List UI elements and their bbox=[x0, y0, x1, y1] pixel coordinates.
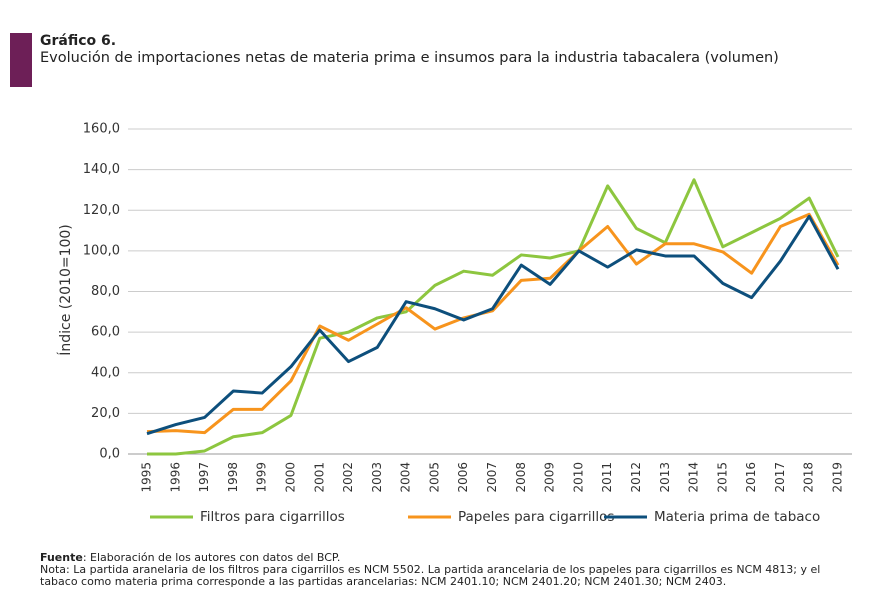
series-line bbox=[147, 178, 840, 456]
y-tick-label: 40,0 bbox=[91, 365, 120, 380]
x-tick-label: 1996 bbox=[168, 462, 182, 493]
x-tick-label: 2007 bbox=[485, 462, 499, 493]
x-tick-label: 2017 bbox=[773, 462, 787, 493]
source-label: Fuente bbox=[40, 551, 83, 564]
y-tick-label: 120,0 bbox=[83, 203, 120, 218]
x-tick-label: 2004 bbox=[399, 462, 413, 493]
x-tick-label: 1997 bbox=[197, 462, 211, 493]
x-tick-label: 2002 bbox=[341, 462, 355, 493]
x-tick-label: 1998 bbox=[226, 462, 240, 493]
x-tick-label: 2005 bbox=[427, 462, 441, 493]
y-tick-label: 20,0 bbox=[91, 406, 120, 421]
x-tick-label: 2014 bbox=[687, 462, 701, 493]
x-tick-label: 1995 bbox=[140, 462, 154, 493]
y-tick-label: 100,0 bbox=[83, 243, 120, 258]
y-tick-label: 140,0 bbox=[83, 162, 120, 177]
y-tick-label: 60,0 bbox=[91, 325, 120, 340]
x-tick-label: 2019 bbox=[831, 462, 845, 493]
x-tick-label: 2003 bbox=[370, 462, 384, 493]
series-line bbox=[146, 214, 840, 436]
y-tick-label: 0,0 bbox=[99, 447, 120, 462]
x-tick-label: 2010 bbox=[571, 462, 585, 493]
x-tick-label: 1999 bbox=[255, 462, 269, 493]
x-tick-label: 2001 bbox=[312, 462, 326, 493]
x-tick-label: 2000 bbox=[283, 462, 297, 493]
x-tick-label: 2006 bbox=[456, 462, 470, 493]
source-text: : Elaboración de los autores con datos d… bbox=[82, 551, 341, 564]
x-tick-label: 2015 bbox=[715, 462, 729, 493]
legend-label: Papeles para cigarrillos bbox=[458, 509, 614, 525]
x-tick-label: 2016 bbox=[744, 462, 758, 493]
x-tick-label: 2018 bbox=[802, 462, 816, 493]
x-tick-label: 2011 bbox=[600, 462, 614, 493]
title: Gráfico 6. bbox=[40, 33, 117, 49]
x-tick-label: 2009 bbox=[543, 462, 557, 493]
legend-label: Materia prima de tabaco bbox=[654, 509, 820, 525]
y-tick-label: 160,0 bbox=[83, 122, 120, 137]
x-tick-label: 2012 bbox=[629, 462, 643, 493]
y-tick-label: 80,0 bbox=[91, 284, 120, 299]
series-line bbox=[146, 212, 840, 435]
note: Nota: La partida aranelaria de los filtr… bbox=[40, 563, 821, 588]
x-tick-label: 2013 bbox=[658, 462, 672, 493]
legend-label: Filtros para cigarrillos bbox=[200, 509, 345, 525]
chart: Índice (2010=100) 0,0 20,0 40,0 60,0 80,0 100… bbox=[57, 122, 852, 525]
y-axis-label: Índice (2010=100) bbox=[57, 224, 74, 356]
accent-bar bbox=[10, 33, 32, 87]
subtitle: Evolución de importaciones netas de mate… bbox=[40, 50, 779, 66]
footer: Fuente: Elaboración de los autores con d… bbox=[40, 552, 850, 588]
x-tick-label: 2008 bbox=[514, 462, 528, 493]
